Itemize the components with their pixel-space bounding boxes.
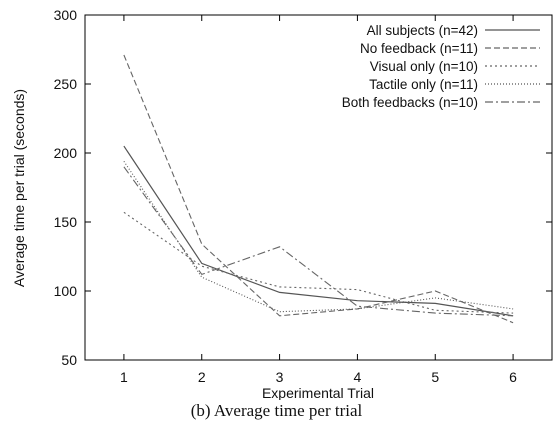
- series-line-5: [123, 166, 514, 317]
- y-tick-label: 50: [61, 352, 77, 368]
- axis-layer: 50 100 150 200 250 300 1 2 3 4 5 6: [54, 7, 552, 385]
- y-tick-label: 300: [54, 7, 78, 23]
- legend: All subjects (n=42) No feedback (n=11) Vis…: [342, 23, 540, 110]
- x-tick-label: 1: [120, 369, 128, 385]
- x-axis-label: Experimental Trial: [262, 385, 374, 400]
- series-line-1: [123, 145, 514, 317]
- y-tick-label: 200: [54, 145, 78, 161]
- series-line-2: [123, 54, 514, 324]
- y-tick-label: 250: [54, 76, 78, 92]
- x-tick-label: 3: [276, 369, 284, 385]
- legend-label: Visual only (n=10): [370, 59, 478, 74]
- x-tick-label: 6: [509, 369, 517, 385]
- x-tick-label: 5: [431, 369, 439, 385]
- line-chart: 50 100 150 200 250 300 1 2 3 4 5 6 All subjects (n=…: [11, 7, 553, 400]
- series-layer: [123, 54, 514, 324]
- x-tick-label: 4: [354, 369, 362, 385]
- legend-label: Both feedbacks (n=10): [342, 95, 478, 110]
- series-line-3: [123, 211, 514, 314]
- x-tick-label: 2: [198, 369, 206, 385]
- y-tick-label: 100: [54, 283, 78, 299]
- legend-label: Tactile only (n=11): [369, 77, 478, 92]
- legend-label: All subjects (n=42): [367, 23, 478, 38]
- legend-label: No feedback (n=11): [360, 41, 478, 56]
- series-line-4: [123, 160, 514, 313]
- figure-caption: (b) Average time per trial: [190, 401, 363, 420]
- y-tick-label: 150: [54, 214, 78, 230]
- plot-frame: [84, 14, 553, 361]
- y-axis-label: Average time per trial (seconds): [11, 89, 27, 287]
